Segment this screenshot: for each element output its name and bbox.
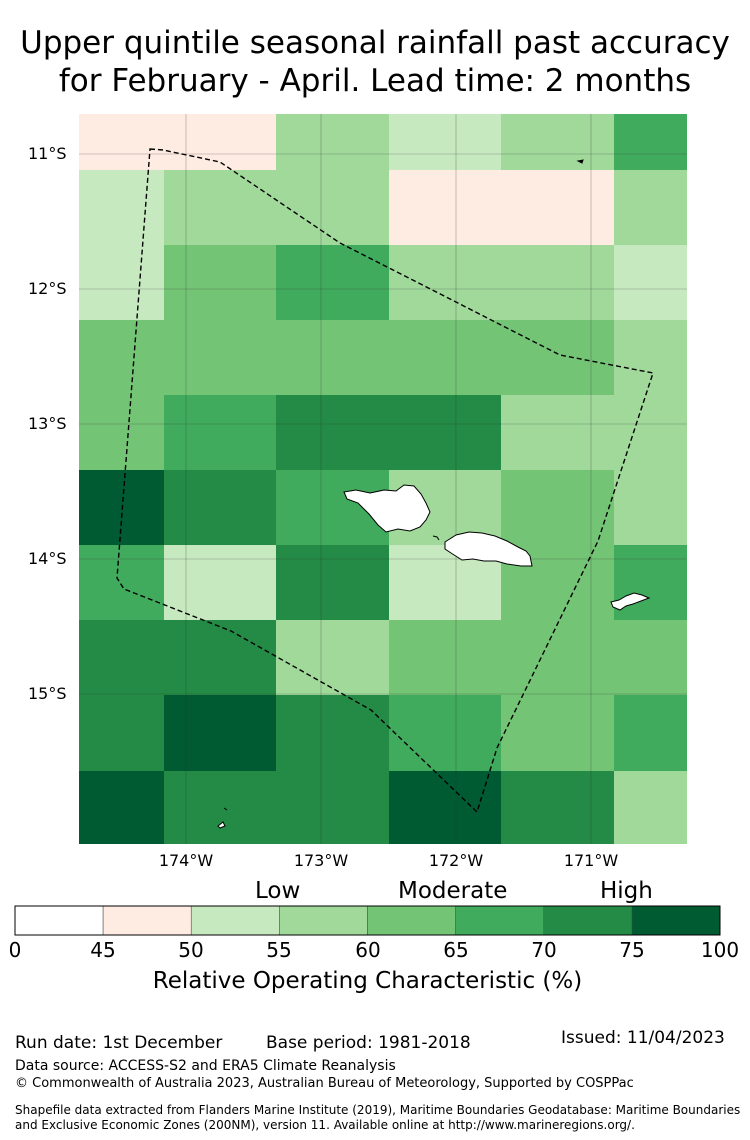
- lat-label: 11°S: [28, 144, 67, 163]
- grid-cell: [276, 245, 389, 320]
- colorbar-tick: 60: [355, 938, 381, 962]
- grid-cell: [614, 695, 687, 771]
- category-high: High: [600, 878, 653, 904]
- grid-cell: [614, 320, 687, 395]
- islet: [432, 535, 440, 541]
- grid-cell: [614, 545, 687, 620]
- lon-label: 171°W: [563, 851, 619, 870]
- grid-cell: [614, 245, 687, 320]
- grid-cell: [79, 470, 164, 545]
- islet: [576, 159, 584, 164]
- colorbar-tick: 50: [178, 938, 204, 962]
- savaii-island: [343, 484, 431, 533]
- colorbar-segment: [102, 905, 192, 936]
- colorbar-tick: 45: [90, 938, 116, 962]
- grid-cell: [614, 470, 687, 545]
- category-low: Low: [255, 878, 301, 904]
- grid-cell: [276, 695, 389, 771]
- grid-cell: [79, 620, 276, 695]
- grid-cell: [276, 395, 501, 470]
- grid-cell: [389, 620, 687, 695]
- colorbar-segment: [14, 905, 104, 936]
- grid-cell: [79, 320, 614, 395]
- grid-cell: [276, 545, 389, 620]
- grid-cell: [276, 114, 389, 170]
- grid-cell: [501, 114, 614, 170]
- data-source: Data source: ACCESS-S2 and ERA5 Climate …: [15, 1058, 396, 1074]
- accuracy-grid: [79, 114, 687, 844]
- colorbar-tick: 65: [443, 938, 469, 962]
- upolu-island: [444, 531, 533, 567]
- grid-cell: [614, 170, 687, 245]
- grid-cell: [614, 771, 687, 844]
- grid-cell: [164, 695, 276, 771]
- grid-cell: [79, 245, 164, 320]
- grid-cell: [614, 114, 687, 170]
- grid-cell: [164, 545, 276, 620]
- grid-cell: [79, 114, 276, 170]
- grid-cell: [79, 695, 164, 771]
- colorbar-tick: 100: [700, 938, 740, 962]
- base-period: Base period: 1981-2018: [266, 1033, 471, 1053]
- issued-date: Issued: 11/04/2023: [561, 1028, 725, 1048]
- colorbar-tick: 55: [266, 938, 292, 962]
- lon-label: 174°W: [158, 851, 214, 870]
- grid-cell: [389, 695, 501, 771]
- colorbar-segment: [543, 905, 633, 936]
- grid-cell: [79, 395, 164, 470]
- lat-label: 14°S: [28, 549, 67, 568]
- lon-label: 172°W: [428, 851, 484, 870]
- grid-cell: [501, 695, 614, 771]
- colorbar-segment: [455, 905, 545, 936]
- lat-label: 12°S: [28, 279, 67, 298]
- grid-cell: [389, 114, 501, 170]
- map-title-line2: for February - April. Lead time: 2 month…: [58, 63, 692, 99]
- map-title-line1: Upper quintile seasonal rainfall past ac…: [20, 25, 730, 61]
- grid-cell: [501, 395, 687, 470]
- grid-cell: [276, 620, 389, 695]
- graticule: [79, 114, 687, 844]
- grid-cell: [389, 771, 501, 844]
- grid-cell: [164, 245, 276, 320]
- coastlines: [217, 159, 651, 829]
- grid-cell: [164, 395, 276, 470]
- colorbar-segment: [190, 905, 280, 936]
- run-date: Run date: 1st December: [15, 1033, 223, 1053]
- colorbar-tick: 0: [8, 938, 22, 962]
- colorbar-tick: 70: [531, 938, 557, 962]
- colorbar-segment: [367, 905, 456, 936]
- colorbar-segment: [631, 905, 721, 936]
- grid-cell: [501, 771, 614, 844]
- islet: [217, 821, 226, 829]
- grid-cell: [164, 470, 276, 545]
- rainfall-accuracy-map: [79, 114, 687, 844]
- grid-cell: [79, 771, 164, 844]
- grid-cell: [79, 170, 164, 245]
- copyright: © Commonwealth of Australia 2023, Austra…: [15, 1076, 634, 1091]
- colorbar-segment: [279, 905, 368, 936]
- colorbar-tick: 75: [619, 938, 645, 962]
- lat-label: 15°S: [28, 684, 67, 703]
- grid-cell: [501, 470, 614, 545]
- lon-label: 173°W: [293, 851, 349, 870]
- grid-cell: [164, 771, 389, 844]
- shapefile-credit-line1: Shapefile data extracted from Flanders M…: [15, 1103, 741, 1117]
- shapefile-credit-line2: and Exclusive Economic Zones (200NM), ve…: [15, 1118, 635, 1132]
- category-moderate: Moderate: [398, 878, 508, 904]
- colorbar-label: Relative Operating Characteristic (%): [152, 968, 583, 994]
- grid-cell: [164, 170, 389, 245]
- tutuila-island: [610, 592, 651, 611]
- grid-cell: [389, 245, 614, 320]
- grid-cell: [79, 545, 164, 620]
- lat-label: 13°S: [28, 414, 67, 433]
- grid-cell: [389, 170, 614, 245]
- eez-boundary: [116, 148, 654, 814]
- islet: [223, 807, 228, 811]
